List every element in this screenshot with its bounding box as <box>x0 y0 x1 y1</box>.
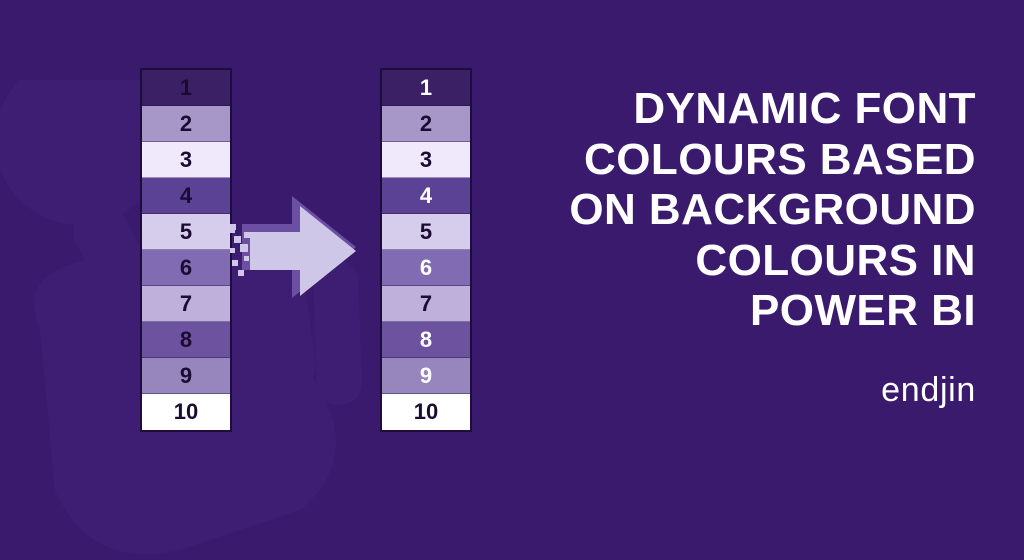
headline-line-2: COLOURS BASED <box>540 135 976 186</box>
cell-after-1: 1 <box>382 70 470 106</box>
headline-line-4: COLOURS IN <box>540 236 976 287</box>
cell-before-4: 4 <box>142 178 230 214</box>
cell-after-8: 8 <box>382 322 470 358</box>
cell-after-6: 6 <box>382 250 470 286</box>
headline-line-1: DYNAMIC FONT <box>540 84 976 135</box>
cell-after-10: 10 <box>382 394 470 430</box>
cell-before-9: 9 <box>142 358 230 394</box>
diagram-area: 1 2 3 4 5 6 7 8 9 10 1 2 <box>0 0 540 512</box>
cell-before-2: 2 <box>142 106 230 142</box>
headline-line-3: ON BACKGROUND <box>540 185 976 236</box>
cell-after-2: 2 <box>382 106 470 142</box>
column-before: 1 2 3 4 5 6 7 8 9 10 <box>140 68 232 432</box>
brand-logo-text: endjin <box>540 371 976 410</box>
cell-after-4: 4 <box>382 178 470 214</box>
headline-line-5: POWER BI <box>540 286 976 337</box>
cell-before-3: 3 <box>142 142 230 178</box>
cell-before-7: 7 <box>142 286 230 322</box>
cell-after-9: 9 <box>382 358 470 394</box>
cell-after-5: 5 <box>382 214 470 250</box>
cell-after-3: 3 <box>382 142 470 178</box>
cell-after-7: 7 <box>382 286 470 322</box>
cell-before-6: 6 <box>142 250 230 286</box>
cell-before-10: 10 <box>142 394 230 430</box>
transform-arrow <box>230 196 380 306</box>
cell-before-1: 1 <box>142 70 230 106</box>
column-after: 1 2 3 4 5 6 7 8 9 10 <box>380 68 472 432</box>
headline: DYNAMIC FONT COLOURS BASED ON BACKGROUND… <box>540 84 976 337</box>
cell-before-5: 5 <box>142 214 230 250</box>
cell-before-8: 8 <box>142 322 230 358</box>
